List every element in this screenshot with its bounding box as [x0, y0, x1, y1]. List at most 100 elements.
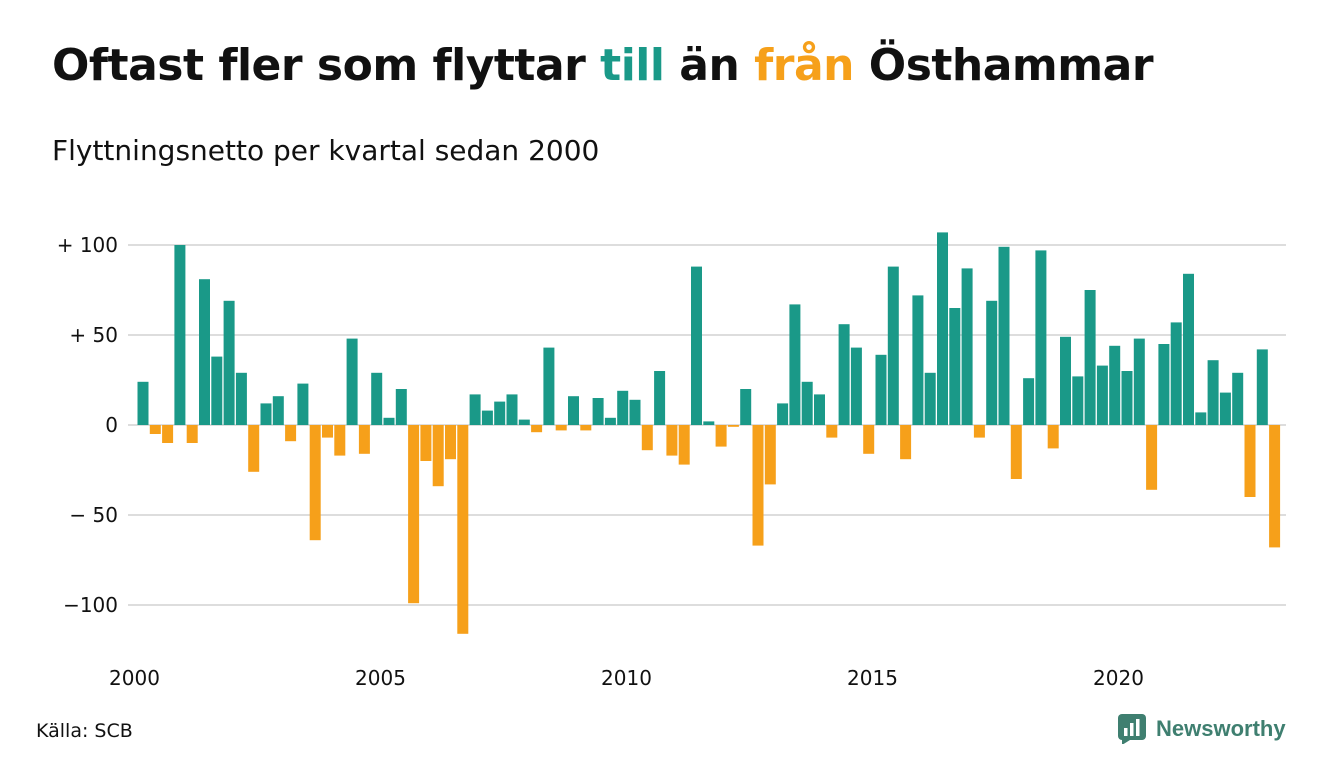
bar [1269, 425, 1281, 548]
bar [137, 381, 149, 425]
bar [457, 425, 469, 634]
bar [481, 410, 493, 425]
bar [654, 371, 666, 425]
bar [1195, 412, 1207, 425]
bar [494, 401, 506, 425]
bar [1158, 344, 1170, 425]
bar [223, 300, 235, 425]
bar [629, 399, 641, 425]
bar [1207, 360, 1219, 425]
bar [248, 425, 260, 472]
bar [875, 354, 887, 425]
bar [1256, 349, 1268, 425]
bar [666, 425, 678, 456]
bar [740, 389, 752, 425]
bar [235, 372, 247, 425]
x-tick-label: 2010 [601, 666, 652, 690]
bar [531, 425, 543, 433]
bar [912, 295, 924, 425]
bar [814, 394, 825, 425]
bar [568, 396, 579, 425]
bar [1047, 425, 1059, 449]
bar [297, 383, 309, 425]
bar [518, 419, 530, 425]
bar [408, 425, 420, 604]
bar [838, 324, 850, 425]
bar [186, 425, 198, 443]
bar [1183, 273, 1194, 425]
title-text-2: än [664, 40, 755, 91]
bar [309, 425, 321, 541]
bar [322, 425, 333, 438]
bar [1060, 336, 1071, 425]
newsworthy-logo-icon [1118, 714, 1146, 744]
bar [900, 425, 912, 460]
bar [1170, 322, 1182, 425]
bar [764, 425, 776, 485]
bar [986, 300, 998, 425]
bar [358, 425, 370, 454]
chart-title: Oftast fler som flyttar till än från Öst… [52, 40, 1154, 91]
bar [1219, 392, 1231, 425]
bar [998, 246, 1010, 425]
bar [371, 372, 383, 425]
bar [445, 425, 456, 460]
bar [826, 425, 838, 438]
bar [973, 425, 985, 438]
bar [162, 425, 174, 443]
bar [678, 425, 690, 465]
bar [863, 425, 875, 454]
bar [850, 347, 862, 425]
title-keyword-fran: från [754, 40, 854, 91]
bar [346, 338, 358, 425]
x-tick-label: 2005 [355, 666, 406, 690]
bar [199, 279, 210, 425]
bar [555, 425, 567, 431]
bar [1109, 345, 1121, 425]
bar [801, 381, 813, 425]
bar [1232, 372, 1244, 425]
bar [641, 425, 653, 451]
bar [887, 266, 899, 425]
bar [1010, 425, 1022, 479]
bar [543, 347, 555, 425]
title-keyword-till: till [600, 40, 665, 91]
bar [924, 372, 936, 425]
x-tick-label: 2015 [847, 666, 898, 690]
bar [691, 266, 702, 425]
bar [752, 425, 764, 546]
bar [777, 403, 789, 425]
bar [432, 425, 444, 487]
bar [961, 268, 973, 425]
bar [715, 425, 727, 447]
y-tick-label: + 50 [69, 323, 118, 347]
bar [334, 425, 346, 456]
chart-subtitle: Flyttningsnetto per kvartal sedan 2000 [52, 134, 600, 167]
brand-logo: Newsworthy [1118, 714, 1286, 744]
x-tick-label: 2020 [1093, 666, 1144, 690]
bar [285, 425, 297, 442]
source-note: Källa: SCB [36, 720, 133, 742]
bar [1084, 290, 1096, 425]
bar [604, 417, 616, 425]
bar [211, 356, 223, 425]
bar [506, 394, 518, 425]
bar [272, 396, 284, 425]
bar [580, 425, 592, 431]
x-tick-label: 2000 [109, 666, 160, 690]
bar [1133, 338, 1145, 425]
bar [420, 425, 432, 461]
bar [789, 304, 801, 425]
bar [1035, 250, 1047, 425]
y-tick-label: + 100 [57, 233, 118, 257]
brand-name: Newsworthy [1156, 716, 1286, 741]
bar [1244, 425, 1256, 497]
bar [727, 425, 739, 427]
bar [395, 389, 407, 425]
bar [149, 425, 161, 434]
bar [1146, 425, 1158, 490]
y-tick-label: 0 [105, 413, 118, 437]
y-tick-label: − 50 [69, 503, 118, 527]
bar [469, 394, 481, 425]
